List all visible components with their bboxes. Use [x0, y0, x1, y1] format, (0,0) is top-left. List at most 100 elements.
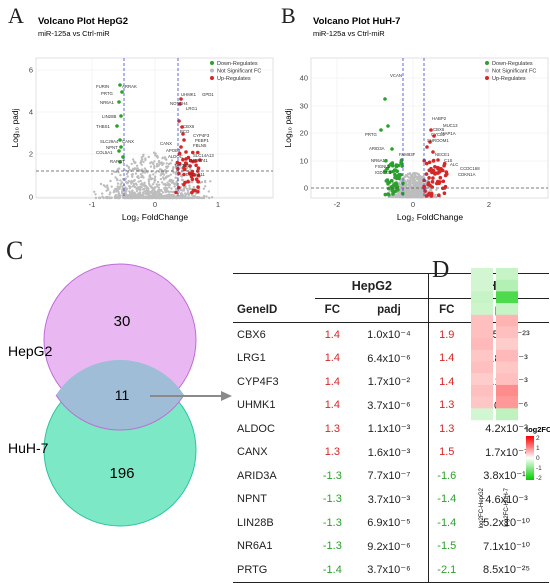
fc-hepg2-cell: 1.4 — [324, 328, 340, 341]
point-not-significant — [407, 192, 410, 196]
point-not-significant — [189, 167, 192, 171]
point-not-significant — [409, 195, 412, 199]
venn-count-hepg2-only: 30 — [114, 313, 131, 330]
heatmap-cell-hepg2 — [471, 291, 493, 304]
col-fc-huh7: FC — [428, 298, 465, 323]
point-not-significant — [417, 195, 421, 199]
table-row: NPNT -1.3 3.7x10⁻³ -1.4 4.6x10⁻³ — [233, 487, 549, 511]
heatmap-cell-huh7 — [496, 268, 518, 280]
point-not-significant — [416, 183, 420, 187]
gene-label: MYO10 — [175, 163, 190, 168]
point-not-significant — [396, 191, 400, 195]
fc-hepg2-cell: -1.3 — [322, 493, 342, 506]
point-not-significant — [117, 191, 120, 194]
point-not-significant — [154, 152, 157, 155]
point-not-significant — [102, 184, 106, 187]
gene-label: HABP2 — [432, 116, 447, 121]
gene-label: ALC — [450, 162, 458, 167]
point-not-significant — [128, 190, 131, 193]
point-down-regulated — [383, 170, 388, 174]
point-up-regulated — [182, 138, 186, 142]
point-up-regulated — [186, 155, 191, 160]
fc-hepg2-cell: -1.3 — [322, 469, 342, 482]
y-tick-label: 0 — [304, 184, 308, 193]
point-not-significant — [405, 174, 409, 177]
point-not-significant — [152, 173, 155, 176]
point-not-significant — [195, 196, 198, 200]
point-not-significant — [166, 190, 169, 193]
point-up-regulated — [177, 151, 182, 156]
point-not-significant — [193, 196, 196, 200]
gene-label: EFCAB11 — [186, 172, 205, 177]
point-not-significant — [188, 184, 191, 187]
point-up-regulated — [196, 185, 200, 189]
gene-label: NOTCH4 — [170, 101, 188, 106]
point-not-significant — [405, 183, 408, 186]
point-not-significant — [149, 165, 153, 168]
point-not-significant — [419, 178, 422, 182]
point-down-regulated — [392, 168, 397, 172]
legend-marker — [210, 61, 214, 65]
point-up-regulated — [443, 173, 448, 178]
point-not-significant — [112, 191, 116, 194]
gene-label: FBLN5 — [193, 143, 207, 148]
point-not-significant — [202, 194, 206, 198]
point-up-regulated — [198, 158, 202, 162]
point-not-significant — [409, 173, 412, 177]
x-tick-label: 2 — [487, 200, 491, 209]
gene-label: C1S — [444, 158, 452, 163]
point-not-significant — [146, 190, 149, 193]
y-tick-label: 0 — [29, 193, 33, 202]
point-not-significant — [110, 196, 113, 199]
point-not-significant — [188, 187, 191, 191]
gene-label: UHMK1 — [181, 92, 197, 97]
point-not-significant — [139, 179, 142, 183]
point-up-regulated — [181, 157, 185, 162]
point-not-significant — [172, 171, 175, 174]
gene-label: CANX — [160, 141, 172, 146]
point-not-significant — [146, 188, 149, 191]
gene-id-cell: LIN28B — [237, 516, 274, 529]
point-not-significant — [162, 178, 166, 181]
point-up-regulated — [430, 179, 435, 184]
point-up-regulated — [183, 180, 187, 185]
point-not-significant — [134, 161, 137, 164]
point-not-significant — [398, 195, 401, 199]
heatmap-cell-hepg2 — [471, 303, 493, 316]
point-not-significant — [133, 185, 137, 189]
point-not-significant — [418, 193, 421, 197]
point-not-significant — [128, 194, 131, 197]
point-not-significant — [181, 189, 184, 192]
point-not-significant — [117, 171, 120, 174]
point-up-regulated — [194, 177, 199, 181]
point-not-significant — [209, 180, 212, 183]
point-not-significant — [155, 155, 158, 158]
point-not-significant — [192, 185, 195, 189]
point-not-significant — [150, 185, 153, 188]
heatmap-cell-huh7 — [496, 396, 518, 409]
panel-letter: B — [281, 3, 296, 28]
point-down-regulated — [390, 147, 394, 151]
gene-label: COL5A1 — [96, 150, 113, 155]
y-tick-label: 2 — [29, 150, 33, 159]
point-not-significant — [149, 196, 153, 200]
fc-hepg2-cell: 1.4 — [324, 352, 340, 365]
venn-diagram: 30 11 196 HepG2 HuH-7 — [8, 263, 232, 527]
point-up-regulated — [183, 161, 188, 165]
point-not-significant — [154, 171, 157, 174]
point-not-significant — [142, 192, 145, 195]
gene-label: ALDOC — [168, 154, 183, 159]
plot-area — [35, 57, 274, 199]
point-up-regulated — [176, 185, 181, 190]
point-down-regulated — [386, 124, 390, 128]
point-not-significant — [136, 196, 140, 199]
point-up-regulated — [179, 97, 183, 101]
panel-a: A Volcano Plot HepG2 miR-125a vs Ctrl-mi… — [0, 0, 275, 225]
point-up-regulated — [196, 190, 200, 194]
point-not-significant — [140, 193, 143, 197]
point-not-significant — [130, 162, 133, 166]
point-not-significant — [417, 174, 421, 177]
point-down-regulated — [117, 149, 121, 153]
point-not-significant — [162, 196, 165, 199]
point-down-regulated — [115, 124, 119, 128]
